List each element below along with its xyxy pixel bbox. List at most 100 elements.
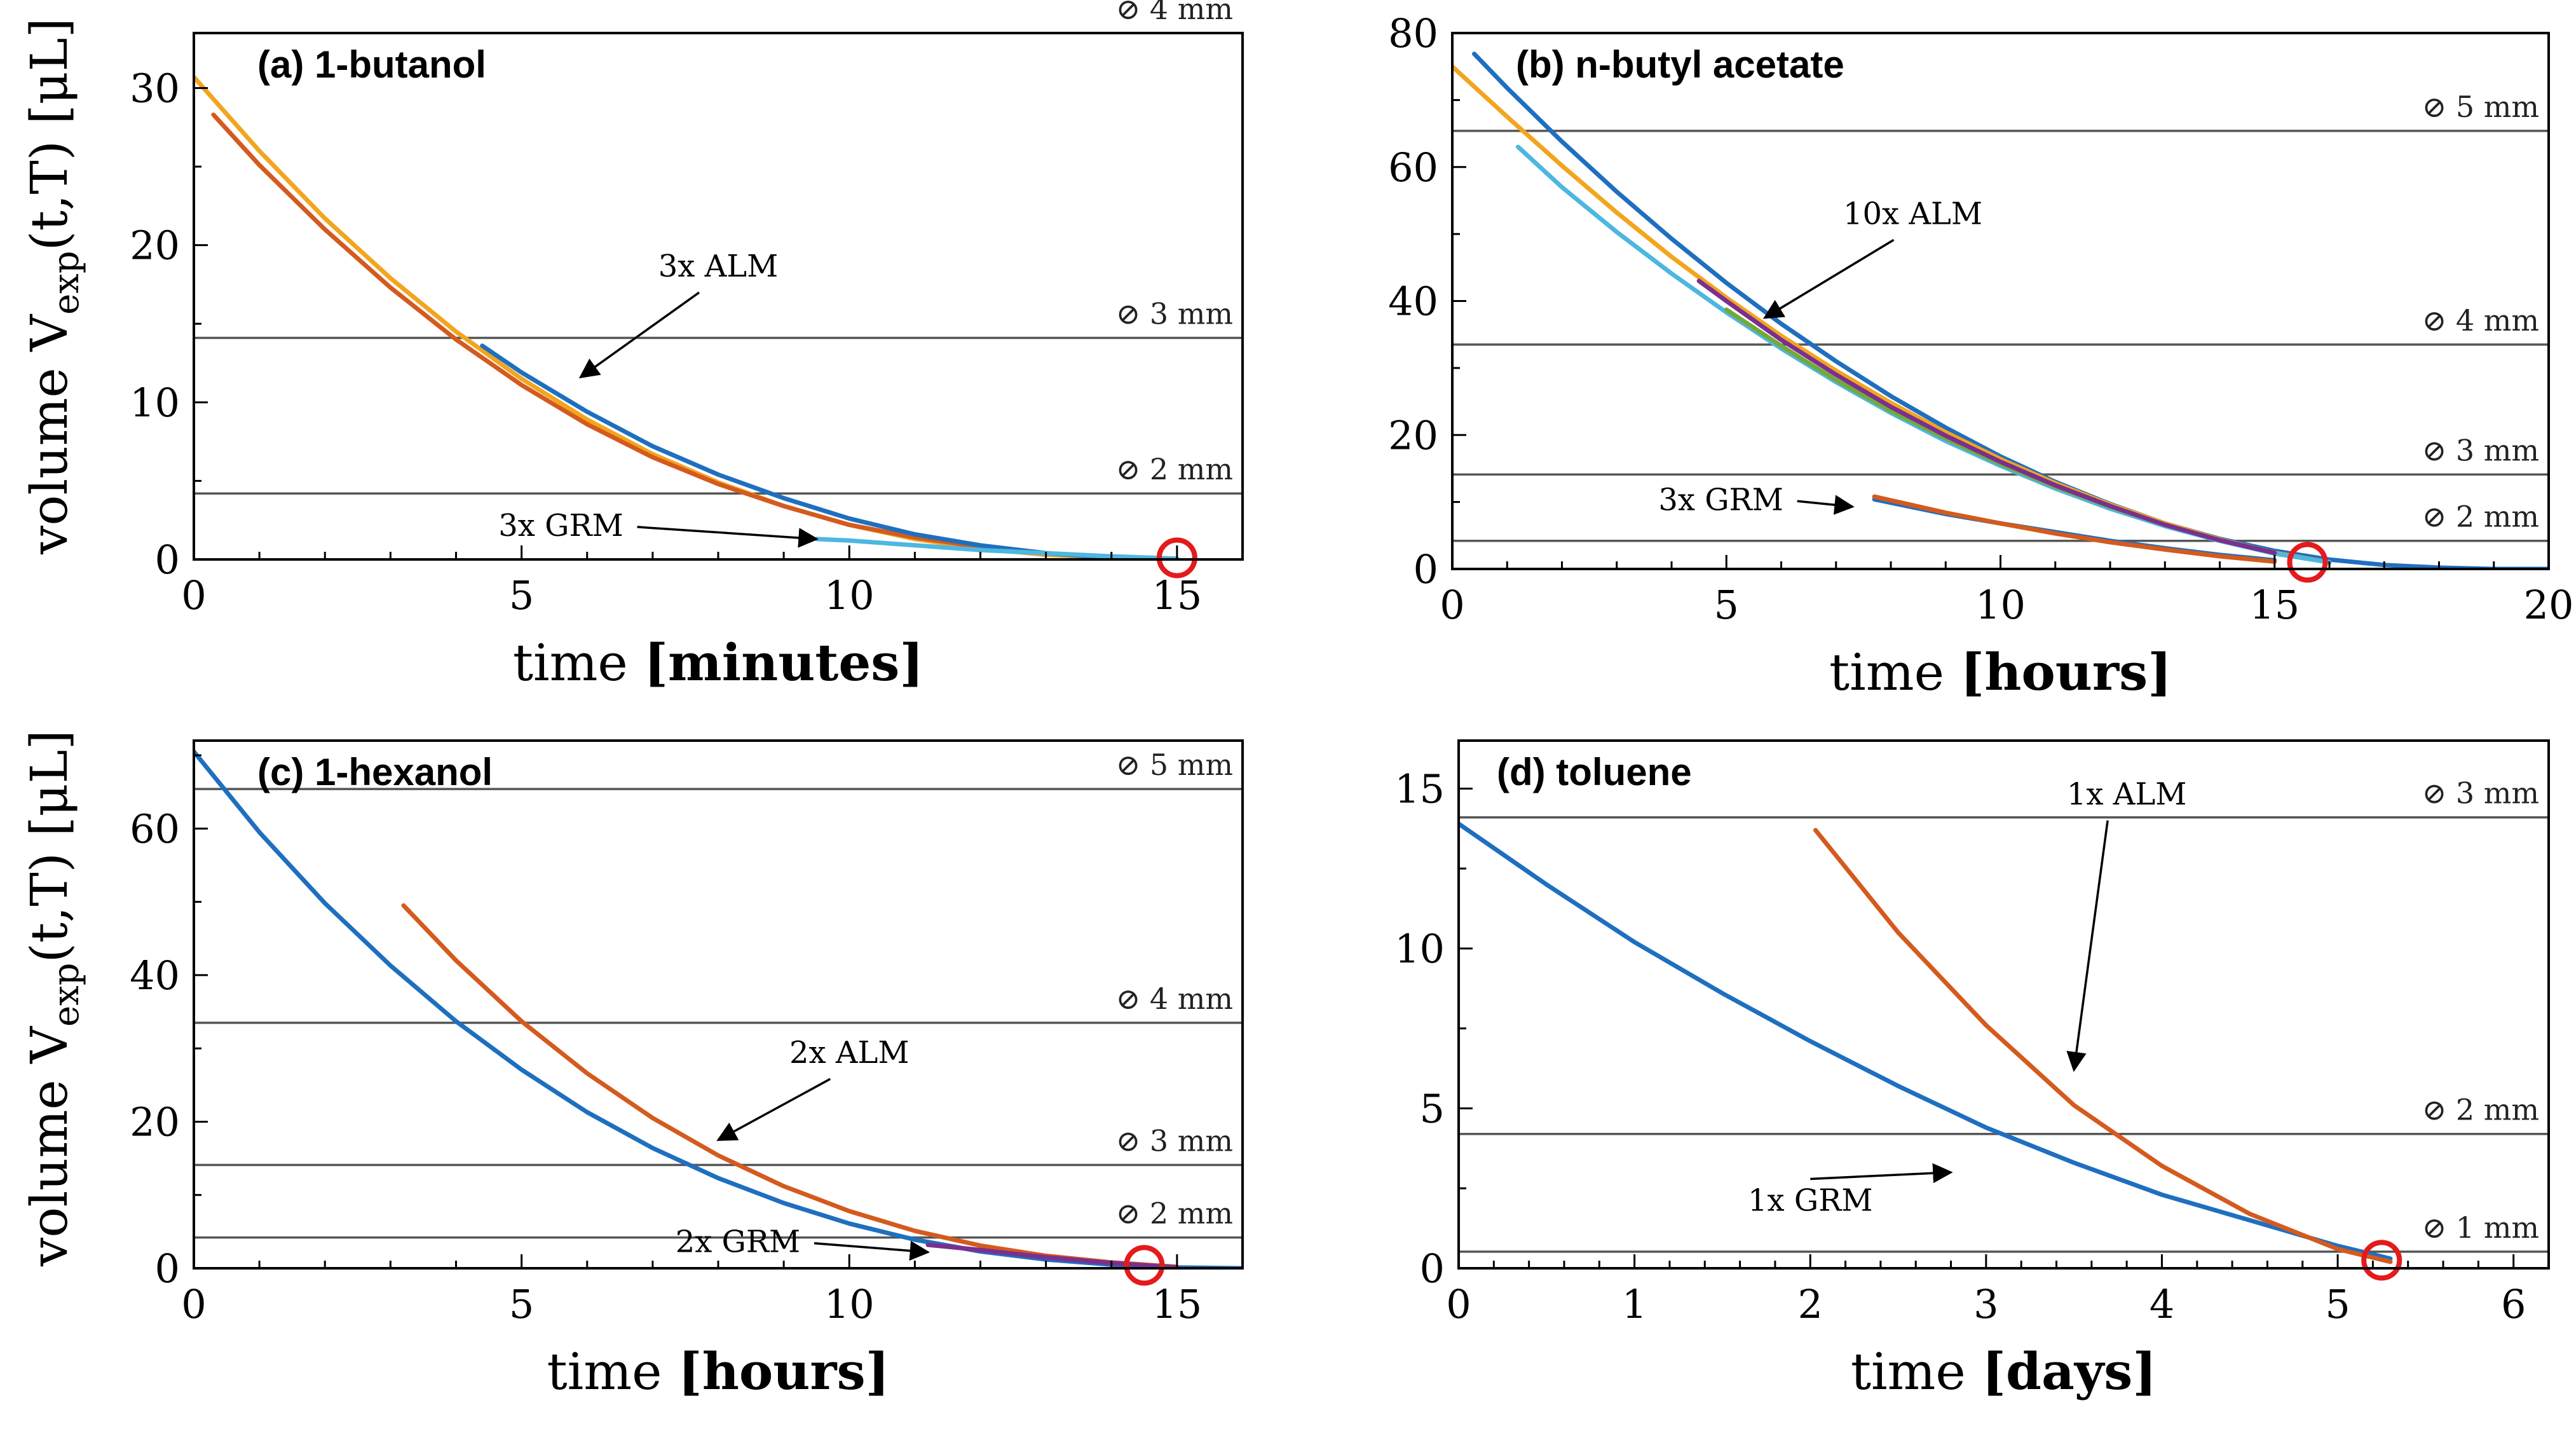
x-axis-unit: [hours] [1960, 642, 2172, 702]
annotation-arrow [2066, 820, 2109, 1072]
y-tick-label: 20 [1388, 412, 1438, 458]
reference-line-label: ⊘ 1 mm [2422, 1210, 2539, 1245]
annotation-arrow [637, 526, 819, 548]
y-tick-label: 60 [130, 805, 180, 852]
reference-line-label: ⊘ 5 mm [2422, 90, 2539, 124]
x-tick-label: 2 [1797, 1281, 1822, 1327]
y-axis-title: volume Vexp(t,T) [μL] [20, 18, 87, 555]
panel-title: (c) 1-hexanol [257, 751, 493, 793]
annotation-label: 1x GRM [1748, 1182, 1873, 1218]
y-tick-label: 20 [130, 223, 180, 269]
annotation-arrow [814, 1240, 930, 1261]
y-tick-label: 40 [1388, 278, 1438, 325]
annotation-label: 2x GRM [676, 1224, 801, 1260]
y-tick-label: 0 [1420, 1245, 1445, 1292]
x-axis-label: time [547, 1342, 678, 1401]
annotation-label: 3x GRM [498, 508, 624, 544]
y-tick-label: 40 [130, 952, 180, 999]
annotation-label: 2x ALM [789, 1035, 910, 1071]
annotation-label: 1x ALM [2067, 777, 2187, 812]
reference-line-label: ⊘ 3 mm [1116, 296, 1233, 331]
reference-line-label: ⊘ 5 mm [1116, 748, 1233, 782]
y-tick-label: 10 [1394, 926, 1445, 972]
x-axis-unit: [days] [1982, 1341, 2157, 1401]
x-tick-label: 20 [2524, 582, 2574, 628]
plot-frame [193, 739, 1244, 1270]
annotation-arrow [1762, 238, 1895, 319]
chart-panel-c: ⊘ 5 mm ⊘ 4 mm ⊘ 3 mm ⊘ 2 mm 2x ALM 2x GRM 0 5 10… [130, 739, 1244, 1401]
annotation-arrow [1810, 1163, 1953, 1184]
y-tick-label: 10 [130, 380, 180, 426]
reference-line-label: ⊘ 4 mm [2422, 303, 2539, 338]
x-tick-label: 5 [509, 572, 534, 619]
chart-panel-d: ⊘ 3 mm ⊘ 2 mm ⊘ 1 mm 1x ALM 1x GRM 0 1 2 3 4 5 6 0 5 1… [1394, 739, 2550, 1401]
y-axis-title: volume Vexp(t,T) [μL] [20, 730, 87, 1267]
x-axis-title: time [hours] [1829, 642, 2172, 702]
x-tick-label: 6 [2501, 1281, 2526, 1327]
series-line-yellow [1452, 64, 2332, 565]
x-axis-title: time [minutes] [513, 633, 923, 692]
x-tick-label: 0 [181, 1281, 206, 1327]
x-tick-label: 0 [1446, 1281, 1471, 1327]
x-tick-label: 5 [1714, 582, 1739, 628]
reference-line-label: ⊘ 2 mm [1116, 1196, 1233, 1231]
end-marker [1156, 537, 1197, 579]
chart-panel-a: ⊘ 4 mm ⊘ 3 mm ⊘ 2 mm 3x ALM 3x GRM 0 5 10 15 0 10 2… [130, 0, 1244, 692]
panel-title: (d) toluene [1497, 751, 1692, 793]
series-line-blue [1472, 51, 2550, 570]
series-line-cyan [814, 537, 1180, 561]
y-tick-label: 0 [155, 537, 180, 583]
x-tick-label: 5 [2325, 1281, 2350, 1327]
x-axis-label: time [1829, 643, 1960, 702]
plot-frame [1457, 739, 2550, 1270]
x-axis-label: time [1851, 1342, 1982, 1401]
y-tick-label: 15 [1394, 765, 1445, 812]
reference-line-label: ⊘ 3 mm [1116, 1123, 1233, 1158]
y-tick-label: 30 [130, 65, 180, 112]
x-tick-label: 15 [1152, 1281, 1202, 1327]
reference-line-label: ⊘ 2 mm [1116, 452, 1233, 486]
series-line-yellow [194, 74, 1180, 561]
x-axis-title: time [hours] [547, 1341, 890, 1401]
reference-line-label: ⊘ 3 mm [2422, 776, 2539, 811]
x-tick-label: 0 [1440, 582, 1464, 628]
x-tick-label: 0 [181, 572, 206, 619]
annotation-arrow [578, 291, 700, 379]
end-marker [2361, 1240, 2402, 1281]
y-tick-label: 60 [1388, 144, 1438, 191]
reference-line-label: ⊘ 2 mm [2422, 1093, 2539, 1127]
y-tick-label: 0 [155, 1245, 180, 1292]
x-tick-label: 1 [1622, 1281, 1647, 1327]
series-line-orange [1872, 494, 2277, 564]
x-axis-unit: [minutes] [644, 633, 923, 692]
plot-frame [1451, 32, 2550, 570]
x-tick-label: 3 [1973, 1281, 1998, 1327]
x-tick-label: 10 [1975, 582, 2026, 628]
x-tick-label: 4 [2150, 1281, 2174, 1327]
series-line-green [1724, 307, 2277, 556]
annotation-label: 3x GRM [1658, 482, 1783, 517]
series-line-purple [1696, 278, 2277, 556]
x-tick-label: 5 [509, 1281, 534, 1327]
chart-panel-b: ⊘ 5 mm ⊘ 4 mm ⊘ 3 mm ⊘ 2 mm 10x ALM 3x GRM 0 5 1… [1388, 10, 2573, 702]
annotation-label: 10x ALM [1843, 196, 1982, 231]
series-line-purple [925, 1242, 1180, 1270]
x-axis-title: time [days] [1851, 1341, 2157, 1401]
reference-line-label: ⊘ 3 mm [2422, 433, 2539, 467]
x-axis-label: time [513, 633, 644, 692]
annotation-label: 3x ALM [658, 249, 779, 284]
reference-line-label: ⊘ 4 mm [1116, 982, 1233, 1016]
x-tick-label: 15 [2249, 582, 2300, 628]
panel-title: (b) n-butyl acetate [1516, 43, 1844, 86]
series-line-orange [1813, 828, 2393, 1264]
panel-title: (a) 1-butanol [257, 43, 486, 86]
annotation-arrow [716, 1078, 831, 1141]
x-tick-label: 10 [824, 572, 875, 619]
series-line-blue [1459, 821, 2393, 1261]
x-axis-unit: [hours] [678, 1341, 890, 1401]
reference-line-label: ⊘ 4 mm [1116, 0, 1233, 26]
end-marker [2287, 542, 2328, 583]
series-line-blue [194, 749, 1244, 1270]
